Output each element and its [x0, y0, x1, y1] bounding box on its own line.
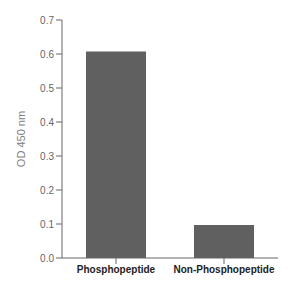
svg-text:0.6: 0.6 — [40, 49, 54, 60]
svg-text:0.0: 0.0 — [40, 253, 54, 264]
svg-text:0.7: 0.7 — [40, 15, 54, 26]
svg-text:0.4: 0.4 — [40, 117, 54, 128]
svg-text:0.1: 0.1 — [40, 219, 54, 230]
svg-text:Non-Phosphopeptide: Non-Phosphopeptide — [173, 264, 275, 275]
svg-text:Phosphopeptide: Phosphopeptide — [77, 264, 156, 275]
svg-text:0.3: 0.3 — [40, 151, 54, 162]
svg-text:0.5: 0.5 — [40, 83, 54, 94]
svg-text:OD 450 nm: OD 450 nm — [15, 111, 27, 167]
svg-text:0.2: 0.2 — [40, 185, 54, 196]
